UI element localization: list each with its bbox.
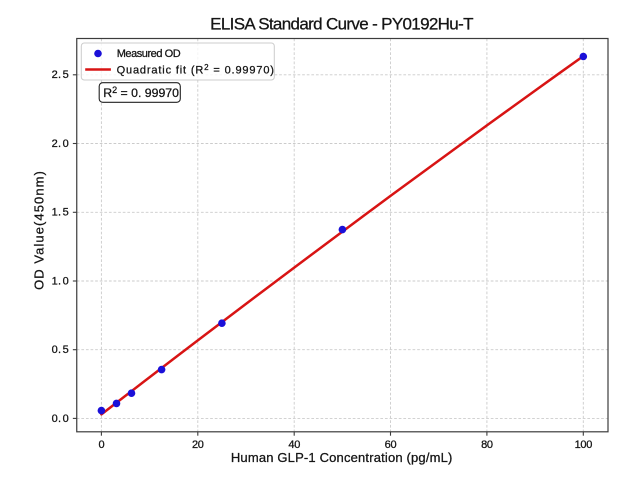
svg-text:0.0: 0.0 [52,413,69,425]
svg-text:ELISA Standard Curve - PY0192H: ELISA Standard Curve - PY0192Hu-T [210,15,473,34]
svg-text:60: 60 [385,439,397,451]
svg-text:0.5: 0.5 [52,344,69,356]
svg-text:2.0: 2.0 [52,138,69,150]
svg-text:0: 0 [98,439,104,451]
svg-text:1.0: 1.0 [52,275,69,287]
svg-text:Quadratic fit (R2 = 0.99970): Quadratic fit (R2 = 0.99970) [117,63,275,77]
svg-text:Measured OD: Measured OD [117,48,181,60]
svg-text:OD Value(450nm): OD Value(450nm) [32,170,47,290]
svg-text:2.5: 2.5 [52,69,69,81]
svg-text:40: 40 [288,439,300,451]
svg-text:R2 = 0. 99970: R2 = 0. 99970 [103,85,179,100]
svg-text:1.5: 1.5 [52,207,69,219]
svg-text:Human GLP-1 Concentration (pg/: Human GLP-1 Concentration (pg/mL) [231,450,453,465]
svg-text:80: 80 [481,439,493,451]
svg-text:100: 100 [575,439,593,451]
svg-text:20: 20 [192,439,204,451]
